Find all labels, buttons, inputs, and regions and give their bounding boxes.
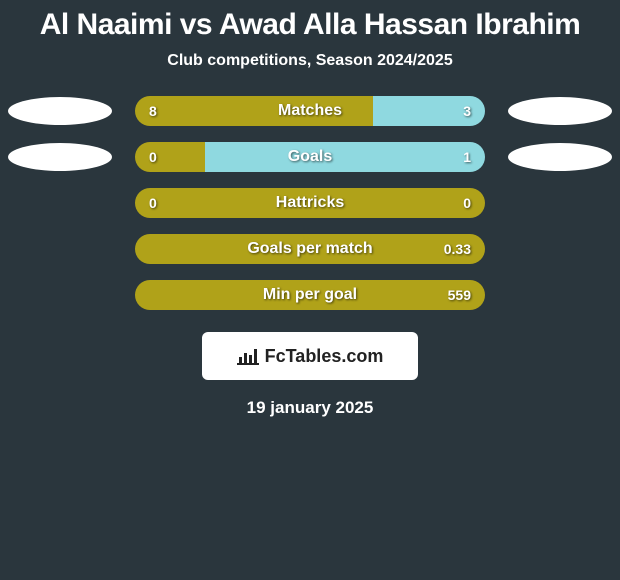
stat-row: Goals 0 1 (0, 142, 620, 172)
stat-bar: Hattricks 0 0 (135, 188, 485, 218)
stat-value-left: 8 (149, 103, 157, 119)
stat-bar: Min per goal 559 (135, 280, 485, 310)
stat-bar: Goals per match 0.33 (135, 234, 485, 264)
stat-value-right: 559 (448, 287, 471, 303)
stat-value-right: 0.33 (444, 241, 471, 257)
subtitle: Club competitions, Season 2024/2025 (0, 52, 620, 70)
stat-value-right: 0 (463, 195, 471, 211)
player-left-oval (8, 97, 112, 125)
logo-box[interactable]: FcTables.com (202, 332, 418, 380)
stat-rows: Matches 8 3 Goals 0 1 Hattricks 0 0 Goals per mat… (0, 96, 620, 310)
stat-bar-right (205, 142, 485, 172)
stat-bar: Goals 0 1 (135, 142, 485, 172)
player-left-oval (8, 143, 112, 171)
stat-row: Matches 8 3 (0, 96, 620, 126)
bar-chart-icon (237, 347, 259, 365)
stat-value-right: 1 (463, 149, 471, 165)
stat-label: Goals (288, 148, 332, 166)
stat-bar-left (135, 142, 205, 172)
logo-text: FcTables.com (265, 346, 384, 367)
stat-row: Min per goal 559 (0, 280, 620, 310)
date-text: 19 january 2025 (0, 398, 620, 418)
player-right-oval (508, 97, 612, 125)
player-right-oval (508, 143, 612, 171)
stat-bar: Matches 8 3 (135, 96, 485, 126)
stat-label: Matches (278, 102, 342, 120)
stat-label: Goals per match (247, 240, 372, 258)
page-title: Al Naaimi vs Awad Alla Hassan Ibrahim (0, 8, 620, 42)
stat-row: Goals per match 0.33 (0, 234, 620, 264)
comparison-card: Al Naaimi vs Awad Alla Hassan Ibrahim Cl… (0, 0, 620, 418)
stat-row: Hattricks 0 0 (0, 188, 620, 218)
stat-value-left: 0 (149, 195, 157, 211)
stat-value-left: 0 (149, 149, 157, 165)
stat-value-right: 3 (463, 103, 471, 119)
stat-label: Hattricks (276, 194, 344, 212)
stat-label: Min per goal (263, 286, 357, 304)
